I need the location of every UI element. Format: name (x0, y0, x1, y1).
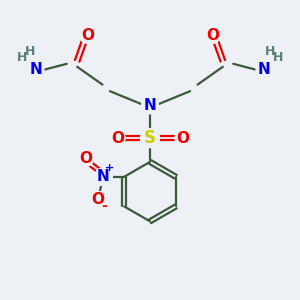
Circle shape (27, 61, 44, 78)
Circle shape (94, 168, 112, 186)
Text: O: O (111, 130, 124, 146)
Text: H: H (17, 51, 27, 64)
Text: H: H (265, 45, 275, 58)
Text: N: N (29, 62, 42, 77)
Text: O: O (91, 191, 104, 206)
Circle shape (140, 129, 160, 148)
Text: O: O (206, 28, 219, 43)
Circle shape (205, 28, 220, 43)
Text: O: O (176, 130, 189, 146)
Text: O: O (79, 152, 92, 166)
Circle shape (142, 97, 158, 114)
Text: N: N (144, 98, 156, 113)
Text: -: - (101, 200, 107, 214)
Text: H: H (273, 51, 283, 64)
Text: O: O (81, 28, 94, 43)
Circle shape (175, 130, 190, 146)
Text: N: N (258, 62, 271, 77)
Circle shape (78, 151, 93, 166)
Text: N: N (97, 169, 110, 184)
Text: S: S (144, 129, 156, 147)
Circle shape (256, 61, 273, 78)
Text: H: H (25, 45, 35, 58)
Circle shape (110, 130, 125, 146)
Text: +: + (105, 164, 115, 173)
Circle shape (80, 28, 95, 43)
Circle shape (90, 191, 105, 207)
